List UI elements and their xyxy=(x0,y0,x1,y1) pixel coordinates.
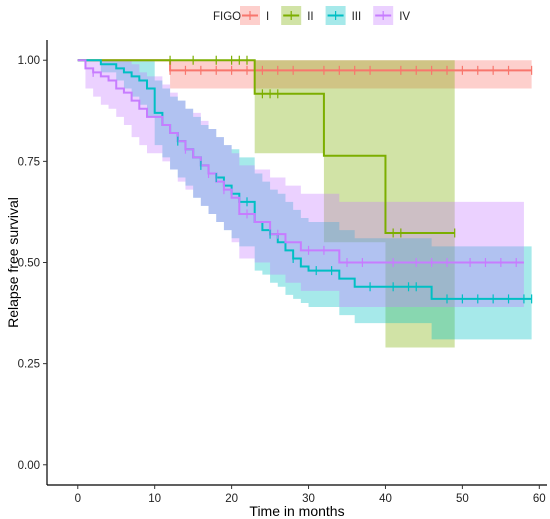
survival-curve-ii xyxy=(77,59,455,234)
confidence-band-ii xyxy=(77,60,455,348)
legend-label-iv: IV xyxy=(399,11,410,23)
y-tick-label: 0.25 xyxy=(18,359,40,371)
y-tick-label: 0.50 xyxy=(18,258,40,270)
y-tick-label: 0.75 xyxy=(18,156,40,168)
y-tick-label: 0.00 xyxy=(18,460,40,472)
x-tick-label: 0 xyxy=(75,493,81,505)
x-tick-label: 30 xyxy=(302,493,315,505)
legend-title: FIGO xyxy=(213,11,241,23)
legend-label-i: I xyxy=(266,11,269,23)
x-axis-title: Time in months xyxy=(249,503,344,519)
confidence-band-i xyxy=(77,60,532,89)
legend-label-iii: III xyxy=(352,11,362,23)
y-tick-label: 1.00 xyxy=(18,55,40,67)
y-axis-title: Relapse free survival xyxy=(5,197,21,328)
x-tick-label: 10 xyxy=(148,493,161,505)
x-tick-label: 50 xyxy=(456,493,469,505)
x-tick-label: 40 xyxy=(379,493,392,505)
confidence-bands xyxy=(77,60,532,348)
legend-label-ii: II xyxy=(307,11,313,23)
ticks: 0 10 20 30 40 50 60 0.00 0.25 0.50 0.75 1.00 xyxy=(18,55,546,505)
x-tick-label: 60 xyxy=(533,493,546,505)
x-tick-label: 20 xyxy=(225,493,238,505)
legend: FIGO I II III IV xyxy=(213,6,410,25)
censor-marks xyxy=(92,55,533,304)
confidence-band-iii xyxy=(77,60,532,340)
confidence-band-iv xyxy=(77,60,524,308)
